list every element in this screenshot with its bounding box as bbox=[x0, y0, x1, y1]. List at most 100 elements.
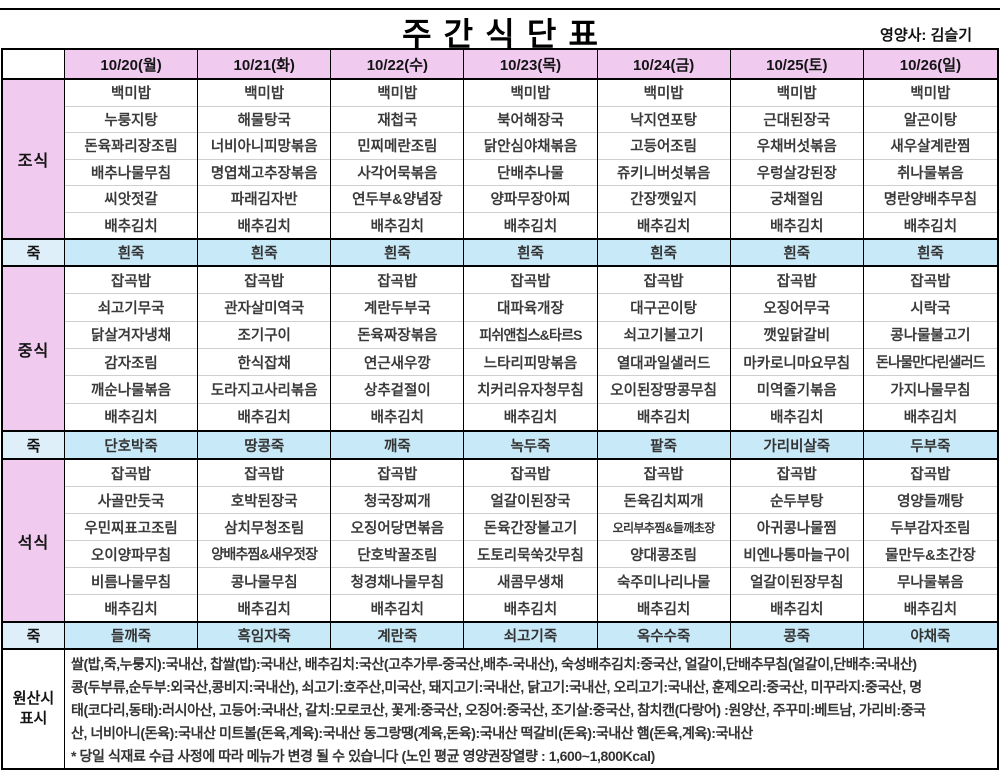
menu-item: 대구곤이탕 bbox=[597, 293, 730, 320]
menu-item: 돈육짜장볶음 bbox=[331, 320, 464, 348]
menu-item: 배추김치 bbox=[863, 211, 997, 239]
porridge-cell: 옥수수죽 bbox=[597, 623, 731, 648]
porridge-cell: 흑임자죽 bbox=[198, 623, 332, 648]
menu-item: 배추나물무침 bbox=[65, 158, 198, 186]
menu-item: 배추김치 bbox=[597, 402, 730, 430]
menu-item: 백미밥 bbox=[510, 86, 551, 103]
menu-item: 순두부탕 bbox=[730, 486, 863, 513]
menu-item: 느타리피망볶음 bbox=[464, 347, 597, 375]
menu-item: 배추김치 bbox=[464, 594, 597, 621]
menu-item: 숙주미나리나물 bbox=[597, 567, 730, 594]
menu-item: 잡곡밥 bbox=[377, 466, 418, 483]
menu-item: 배추김치 bbox=[198, 594, 331, 621]
menu-item: 배추김치 bbox=[198, 402, 331, 430]
menu-item: 치커리유자청무침 bbox=[464, 375, 597, 402]
menu-item: 배추김치 bbox=[464, 402, 597, 430]
menu-item: 배추김치 bbox=[331, 594, 464, 621]
menu-item: 알곤이탕 bbox=[863, 105, 997, 133]
section-porridge2: 죽 단호박죽 땅콩죽 깨죽 녹두죽 팥죽 가리비살죽 두부죽 bbox=[3, 432, 997, 460]
day-header: 10/23(목) bbox=[464, 50, 598, 78]
menu-item: 잡곡밥 bbox=[910, 466, 951, 483]
origin-line: 산, 너비아니(돈육):국내산 미트볼(돈육,계육):국내산 동그랑땡(계육,돈… bbox=[71, 725, 753, 741]
section-dinner: 석식 잡곡밥 사골만둣국 우민찌표고조림 오이양파무침 비름나물무침 배추김치 잡곡밥 호박된장… bbox=[3, 460, 997, 623]
menu-item: 깨순나물볶음 bbox=[65, 375, 198, 402]
menu-item: 삼치무청조림 bbox=[198, 513, 331, 540]
porridge-cell: 땅콩죽 bbox=[198, 432, 332, 458]
day-header: 10/20(월) bbox=[65, 50, 199, 78]
day-menu-column: 잡곡밥 계란두부국 돈육짜장볶음 연근새우깡 상추겉절이 배추김치 bbox=[331, 267, 465, 430]
menu-item: 명엽채고추장볶음 bbox=[198, 158, 331, 186]
menu-item: 배추김치 bbox=[198, 211, 331, 239]
porridge-cell: 두부죽 bbox=[863, 432, 997, 458]
menu-item: 잡곡밥 bbox=[510, 466, 551, 483]
menu-item: 두부감자조림 bbox=[863, 513, 997, 540]
day-header: 10/24(금) bbox=[597, 50, 731, 78]
menu-item: 낙지연포탕 bbox=[597, 105, 730, 133]
menu-item: 씨앗젓갈 bbox=[65, 185, 198, 212]
meal-label-dinner: 석식 bbox=[3, 460, 65, 621]
nutritionist-label: 영양사: 김슬기 bbox=[880, 27, 972, 44]
porridge-cell: 쇠고기죽 bbox=[464, 623, 598, 648]
menu-item: 잡곡밥 bbox=[910, 273, 951, 290]
menu-item: 배추김치 bbox=[65, 594, 198, 621]
day-menu-column: 백미밥 재첩국 민찌메란조림 사각어묵볶음 연두부&양념장 배추김치 bbox=[331, 80, 465, 238]
day-header: 10/25(토) bbox=[730, 50, 864, 78]
menu-item: 열대과일샐러드 bbox=[597, 347, 730, 375]
menu-item: 백미밥 bbox=[111, 86, 152, 103]
day-menu-column: 백미밥 누룽지탕 돈육꽈리장조림 배추나물무침 씨앗젓갈 배추김치 bbox=[65, 80, 199, 239]
menu-item: 잡곡밥 bbox=[776, 466, 817, 483]
menu-item: 피쉬앤칩스&타르S bbox=[464, 320, 597, 348]
porridge-cell: 콩죽 bbox=[730, 623, 864, 648]
menu-item: 잡곡밥 bbox=[776, 273, 817, 290]
menu-item: 닭살겨자냉채 bbox=[65, 320, 198, 348]
menu-item: 감자조림 bbox=[65, 347, 198, 375]
origin-line: * 당일 식재료 수급 사정에 따라 메뉴가 변경 될 수 있습니다 (노인 평… bbox=[71, 748, 655, 764]
menu-item: 단호박꿀조림 bbox=[331, 540, 464, 567]
porridge-cell: 가리비살죽 bbox=[730, 432, 864, 458]
menu-item: 배추김치 bbox=[730, 594, 863, 621]
day-menu-column: 잡곡밥 얼갈이된장국 돈육간장불고기 도토리묵쑥갓무침 새콤무생채 배추김치 bbox=[464, 460, 598, 621]
menu-item: 잡곡밥 bbox=[244, 466, 285, 483]
menu-item: 양배추찜&새우젓장 bbox=[198, 540, 331, 567]
menu-item: 배추김치 bbox=[65, 211, 198, 239]
menu-item: 간장깻잎지 bbox=[597, 185, 730, 212]
menu-item: 한식잡채 bbox=[198, 347, 331, 375]
menu-item: 고등어조림 bbox=[597, 132, 730, 159]
porridge-cell: 들깨죽 bbox=[65, 623, 199, 648]
day-menu-column: 잡곡밥 대파육개장 피쉬앤칩스&타르S 느타리피망볶음 치커리유자청무침 배추김치 bbox=[464, 267, 598, 430]
menu-item: 콩나물불고기 bbox=[863, 320, 997, 348]
menu-item: 쇠고기불고기 bbox=[597, 320, 730, 348]
porridge-cell: 팥죽 bbox=[597, 432, 731, 458]
menu-item: 해물탕국 bbox=[198, 105, 331, 133]
menu-item: 배추김치 bbox=[863, 594, 997, 621]
menu-item: 새우살계란찜 bbox=[863, 132, 997, 159]
menu-item: 우렁살강된장 bbox=[730, 158, 863, 186]
menu-item: 영양들깨탕 bbox=[863, 486, 997, 513]
menu-item: 돈나물만다린샐러드 bbox=[863, 347, 997, 375]
day-menu-column: 백미밥 해물탕국 너비아니피망볶음 명엽채고추장볶음 파래김자반 배추김치 bbox=[198, 80, 332, 239]
day-menu-column: 잡곡밥 순두부탕 아귀콩나물찜 비엔나통마늘구이 얼갈이된장무침 배추김치 bbox=[730, 460, 864, 621]
origin-section: 원산시 표시 쌀(밥,죽,누룽지):국내산, 찹쌀(밥):국내산, 배추김치:국산(… bbox=[3, 650, 997, 768]
day-menu-column: 잡곡밥 호박된장국 삼치무청조림 양배추찜&새우젓장 콩나물무침 배추김치 bbox=[198, 460, 332, 621]
menu-table: 10/20(월) 10/21(화) 10/22(수) 10/23(목) 10/24(금)… bbox=[1, 48, 999, 770]
day-menu-column: 백미밥 알곤이탕 새우살계란찜 취나물볶음 명란양배추무침 배추김치 bbox=[863, 80, 997, 239]
menu-item: 청경채나물무침 bbox=[331, 567, 464, 594]
porridge-label: 죽 bbox=[3, 432, 65, 458]
menu-item: 근대된장국 bbox=[730, 105, 863, 133]
menu-item: 잡곡밥 bbox=[643, 466, 684, 483]
meal-label-breakfast: 조식 bbox=[3, 80, 65, 238]
menu-item: 사골만둣국 bbox=[65, 486, 198, 513]
menu-item: 돈육김치찌개 bbox=[597, 486, 730, 513]
menu-item: 백미밥 bbox=[643, 86, 684, 103]
porridge-cell: 흰죽 bbox=[65, 240, 199, 265]
menu-item: 오리부추찜&들깨초장 bbox=[597, 513, 730, 540]
menu-item: 양대콩조림 bbox=[597, 540, 730, 567]
menu-item: 단배추나물 bbox=[464, 158, 597, 186]
day-menu-column: 잡곡밥 시락국 콩나물불고기 돈나물만다린샐러드 가지나물무침 배추김치 bbox=[863, 267, 997, 430]
menu-item: 취나물볶음 bbox=[863, 158, 997, 186]
menu-item: 오징어당면볶음 bbox=[331, 513, 464, 540]
menu-item: 백미밥 bbox=[244, 86, 285, 103]
day-header: 10/21(화) bbox=[198, 50, 332, 78]
menu-item: 비름나물무침 bbox=[65, 567, 198, 594]
menu-item: 연근새우깡 bbox=[331, 347, 464, 375]
